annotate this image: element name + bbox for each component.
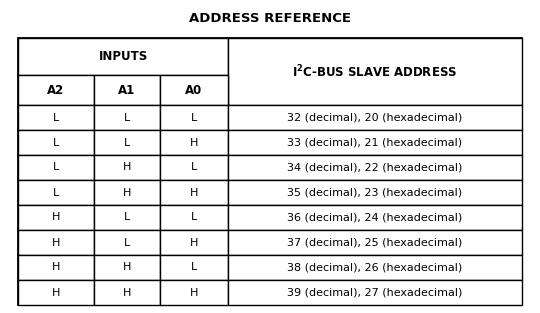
Bar <box>18 280 94 305</box>
Bar <box>160 105 228 130</box>
Text: H: H <box>190 238 198 248</box>
Bar <box>160 205 228 230</box>
Text: INPUTS: INPUTS <box>98 50 147 63</box>
Bar <box>18 155 94 180</box>
Bar <box>228 155 522 180</box>
Text: H: H <box>52 288 60 297</box>
Bar <box>18 130 94 155</box>
Text: L: L <box>124 137 130 147</box>
Bar <box>94 205 160 230</box>
Text: 38 (decimal), 26 (hexadecimal): 38 (decimal), 26 (hexadecimal) <box>287 263 463 273</box>
Text: H: H <box>123 263 131 273</box>
Text: H: H <box>52 238 60 248</box>
Text: A0: A0 <box>185 84 202 96</box>
Text: 36 (decimal), 24 (hexadecimal): 36 (decimal), 24 (hexadecimal) <box>287 213 463 223</box>
Text: A2: A2 <box>48 84 65 96</box>
Text: H: H <box>190 288 198 297</box>
Bar <box>160 130 228 155</box>
Bar <box>160 180 228 205</box>
Text: L: L <box>191 112 197 122</box>
Bar <box>228 205 522 230</box>
Bar <box>228 180 522 205</box>
Text: ADDRESS REFERENCE: ADDRESS REFERENCE <box>189 12 351 24</box>
Text: 37 (decimal), 25 (hexadecimal): 37 (decimal), 25 (hexadecimal) <box>287 238 463 248</box>
Text: 32 (decimal), 20 (hexadecimal): 32 (decimal), 20 (hexadecimal) <box>287 112 463 122</box>
Bar <box>228 255 522 280</box>
Bar <box>94 280 160 305</box>
Text: L: L <box>191 213 197 223</box>
Bar <box>228 38 522 105</box>
Bar <box>160 280 228 305</box>
Bar <box>94 180 160 205</box>
Text: A1: A1 <box>118 84 136 96</box>
Bar <box>18 38 228 75</box>
Bar <box>18 205 94 230</box>
Bar <box>228 130 522 155</box>
Bar <box>94 105 160 130</box>
Bar <box>94 155 160 180</box>
Bar <box>94 255 160 280</box>
Text: H: H <box>52 213 60 223</box>
Bar <box>228 280 522 305</box>
Bar <box>18 230 94 255</box>
Text: 33 (decimal), 21 (hexadecimal): 33 (decimal), 21 (hexadecimal) <box>287 137 463 147</box>
Bar <box>228 105 522 130</box>
Text: H: H <box>190 187 198 198</box>
Text: 34 (decimal), 22 (hexadecimal): 34 (decimal), 22 (hexadecimal) <box>287 162 463 172</box>
Bar <box>160 155 228 180</box>
Bar <box>94 130 160 155</box>
Text: H: H <box>123 288 131 297</box>
Text: L: L <box>124 213 130 223</box>
Bar <box>18 105 94 130</box>
Text: 35 (decimal), 23 (hexadecimal): 35 (decimal), 23 (hexadecimal) <box>287 187 463 198</box>
Bar <box>18 180 94 205</box>
Bar <box>94 230 160 255</box>
Text: L: L <box>124 112 130 122</box>
Bar <box>18 255 94 280</box>
Bar <box>18 38 522 305</box>
Bar <box>160 75 228 105</box>
Bar <box>160 255 228 280</box>
Text: H: H <box>190 137 198 147</box>
Text: L: L <box>191 162 197 172</box>
Text: H: H <box>123 162 131 172</box>
Text: H: H <box>123 187 131 198</box>
Bar <box>18 75 94 105</box>
Text: L: L <box>53 162 59 172</box>
Bar <box>94 75 160 105</box>
Text: L: L <box>124 238 130 248</box>
Text: L: L <box>53 137 59 147</box>
Bar <box>228 230 522 255</box>
Text: 39 (decimal), 27 (hexadecimal): 39 (decimal), 27 (hexadecimal) <box>287 288 463 297</box>
Text: L: L <box>53 187 59 198</box>
Bar <box>160 230 228 255</box>
Text: L: L <box>53 112 59 122</box>
Text: L: L <box>191 263 197 273</box>
Text: $\mathbf{I^2C}$-BUS SLAVE ADDRESS: $\mathbf{I^2C}$-BUS SLAVE ADDRESS <box>293 63 457 80</box>
Text: H: H <box>52 263 60 273</box>
